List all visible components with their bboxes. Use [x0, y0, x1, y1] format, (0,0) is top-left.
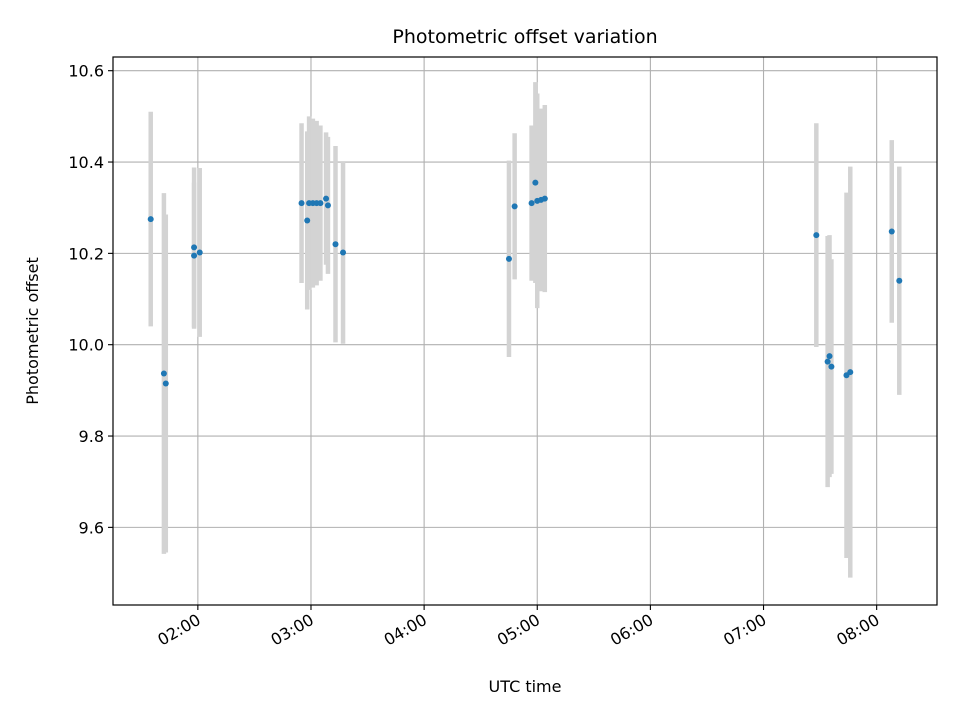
data-point [896, 277, 903, 284]
y-tick-label: 10.0 [68, 336, 104, 355]
data-point [828, 363, 835, 370]
data-point [147, 216, 154, 223]
data-point [317, 200, 324, 207]
data-point [888, 228, 895, 235]
x-axis-label: UTC time [489, 677, 562, 696]
data-point [541, 195, 548, 202]
grid-layer [113, 57, 937, 605]
plot-area [113, 57, 937, 605]
y-tick-label: 9.6 [79, 518, 104, 537]
data-point [826, 353, 833, 360]
marker-layer [147, 179, 903, 387]
data-point [511, 203, 518, 210]
data-point [162, 380, 169, 387]
y-tick-label: 10.6 [68, 62, 104, 81]
data-point [505, 255, 512, 262]
data-point [528, 200, 535, 207]
data-point [332, 241, 339, 248]
data-point [191, 252, 198, 259]
data-point [324, 202, 331, 209]
data-point [160, 370, 167, 377]
data-point [532, 179, 539, 186]
chart-title: Photometric offset variation [392, 26, 657, 48]
tick-layer: 02:00 03:00 04:00 05:00 06:00 07:00 08:009.69.… [68, 62, 882, 650]
plot-frame [112, 56, 938, 606]
data-point [191, 244, 198, 251]
y-tick-label: 10.2 [68, 244, 104, 263]
y-tick-label: 10.4 [68, 153, 104, 172]
y-tick-label: 9.8 [79, 427, 104, 446]
data-point [824, 358, 831, 365]
data-point [323, 195, 330, 202]
y-axis-label: Photometric offset [23, 257, 42, 405]
data-point [847, 369, 854, 376]
data-point [304, 217, 311, 224]
data-point [813, 232, 820, 239]
data-point [298, 200, 305, 207]
data-point [340, 249, 347, 256]
data-point [196, 249, 203, 256]
